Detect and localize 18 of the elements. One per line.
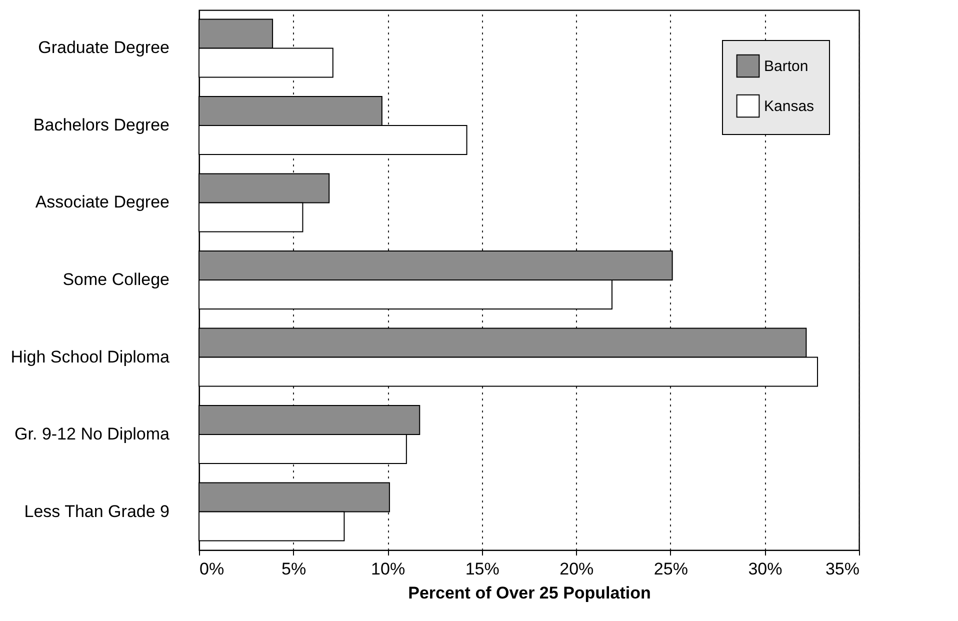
y-tick-label: Some College (62, 270, 170, 289)
y-tick-label: Gr. 9-12 No Diploma (14, 424, 170, 444)
x-tick-label: 10% (371, 560, 406, 578)
legend-label: Kansas (764, 98, 814, 115)
x-tick-label: 35% (825, 560, 860, 578)
legend-label: Barton (764, 58, 808, 75)
x-tick-label: 5% (281, 560, 306, 578)
y-tick-label: Less Than Grade 9 (24, 502, 170, 521)
x-tick-label: 25% (654, 560, 688, 578)
y-tick-label: Bachelors Degree (33, 115, 170, 134)
x-tick-label: 0% (200, 560, 224, 578)
y-tick-label: Associate Degree (35, 192, 170, 212)
y-tick-label: Graduate Degree (38, 38, 170, 58)
x-axis-title: Percent of Over 25 Population (408, 584, 651, 602)
x-tick-label: 20% (560, 560, 594, 578)
x-tick-label: 15% (465, 560, 500, 578)
y-tick-label: High School Diploma (10, 347, 170, 366)
x-tick-label: 30% (748, 560, 782, 578)
